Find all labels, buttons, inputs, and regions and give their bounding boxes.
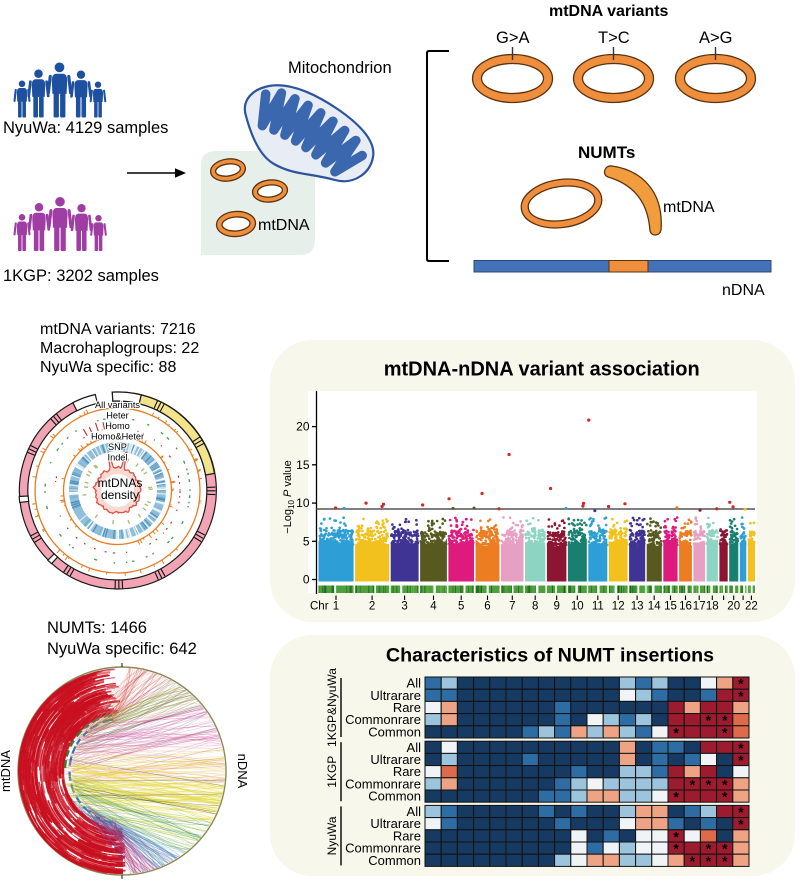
svg-text:Common: Common (368, 724, 421, 739)
svg-text:*: * (673, 789, 679, 805)
svg-text:Indel: Indel (108, 453, 128, 463)
svg-text:3: 3 (401, 601, 407, 613)
svg-text:20: 20 (727, 601, 740, 613)
svg-text:15: 15 (664, 601, 677, 613)
svg-text:1KGP&NyuWa: 1KGP&NyuWa (325, 668, 339, 747)
svg-text:*: * (673, 724, 679, 740)
svg-text:10: 10 (296, 496, 310, 510)
svg-text:NyuWa specific: 88: NyuWa specific: 88 (40, 359, 176, 376)
svg-text:mtDNA: mtDNA (258, 217, 310, 234)
svg-text:16: 16 (679, 601, 692, 613)
svg-text:*: * (690, 853, 696, 869)
svg-text:1KGP: 1KGP (325, 756, 339, 788)
svg-text:15: 15 (296, 458, 310, 472)
svg-text:4: 4 (430, 601, 437, 613)
svg-text:5: 5 (303, 534, 310, 548)
svg-text:7: 7 (509, 601, 515, 613)
svg-text:mtDNA variants: 7216: mtDNA variants: 7216 (40, 321, 196, 338)
svg-text:G>A: G>A (496, 29, 529, 47)
svg-text:9: 9 (553, 601, 559, 613)
svg-text:mtDNA variants: mtDNA variants (549, 3, 669, 20)
svg-text:*: * (722, 789, 728, 805)
svg-text:1KGP: 3202 samples: 1KGP: 3202 samples (3, 267, 159, 285)
svg-text:*: * (722, 724, 728, 740)
svg-text:A>G: A>G (699, 29, 732, 47)
svg-text:mtDNA: mtDNA (0, 750, 13, 792)
svg-text:17: 17 (693, 601, 706, 613)
svg-text:Common: Common (368, 853, 421, 868)
svg-text:12: 12 (612, 601, 625, 613)
svg-text:mtDNA: mtDNA (663, 199, 715, 216)
svg-text:22: 22 (745, 601, 758, 613)
svg-text:mtDNA-nDNA variant association: mtDNA-nDNA variant association (384, 359, 700, 381)
svg-text:−Log10 P value: −Log10 P value (282, 460, 296, 533)
svg-text:All variants: All variants (95, 400, 140, 410)
svg-text:5: 5 (458, 601, 464, 613)
svg-text:T>C: T>C (598, 29, 630, 47)
svg-text:1: 1 (333, 601, 339, 613)
svg-text:nDNA: nDNA (235, 754, 250, 789)
svg-text:NUMTs: NUMTs (578, 143, 635, 162)
svg-text:11: 11 (592, 601, 604, 613)
svg-text:Heter: Heter (106, 411, 128, 421)
svg-text:Common: Common (368, 789, 421, 804)
svg-text:Mitochondrion: Mitochondrion (288, 59, 392, 77)
svg-text:NyuWa: NyuWa (325, 816, 339, 855)
svg-text:6: 6 (484, 601, 490, 613)
svg-text:Homo: Homo (105, 421, 130, 431)
svg-text:18: 18 (706, 601, 719, 613)
svg-text:SNP: SNP (108, 442, 127, 452)
svg-text:10: 10 (571, 601, 584, 613)
svg-text:*: * (706, 853, 712, 869)
svg-text:2: 2 (369, 601, 375, 613)
svg-text:14: 14 (648, 601, 661, 613)
svg-text:13: 13 (631, 601, 644, 613)
svg-text:NyuWa: 4129 samples: NyuWa: 4129 samples (3, 119, 168, 137)
svg-text:Homo&Heter: Homo&Heter (91, 432, 144, 442)
svg-text:8: 8 (532, 601, 538, 613)
svg-text:Chr: Chr (310, 601, 329, 613)
svg-text:density: density (101, 488, 139, 502)
svg-text:20: 20 (296, 420, 310, 434)
svg-text:nDNA: nDNA (722, 282, 765, 299)
svg-text:Characteristics of NUMT insert: Characteristics of NUMT insertions (386, 645, 714, 667)
svg-text:0: 0 (303, 573, 310, 587)
svg-text:Macrohaplogroups: 22: Macrohaplogroups: 22 (40, 340, 199, 357)
svg-text:NUMTs: 1466: NUMTs: 1466 (47, 619, 147, 637)
svg-text:*: * (722, 853, 728, 869)
svg-text:NyuWa specific: 642: NyuWa specific: 642 (47, 640, 197, 658)
